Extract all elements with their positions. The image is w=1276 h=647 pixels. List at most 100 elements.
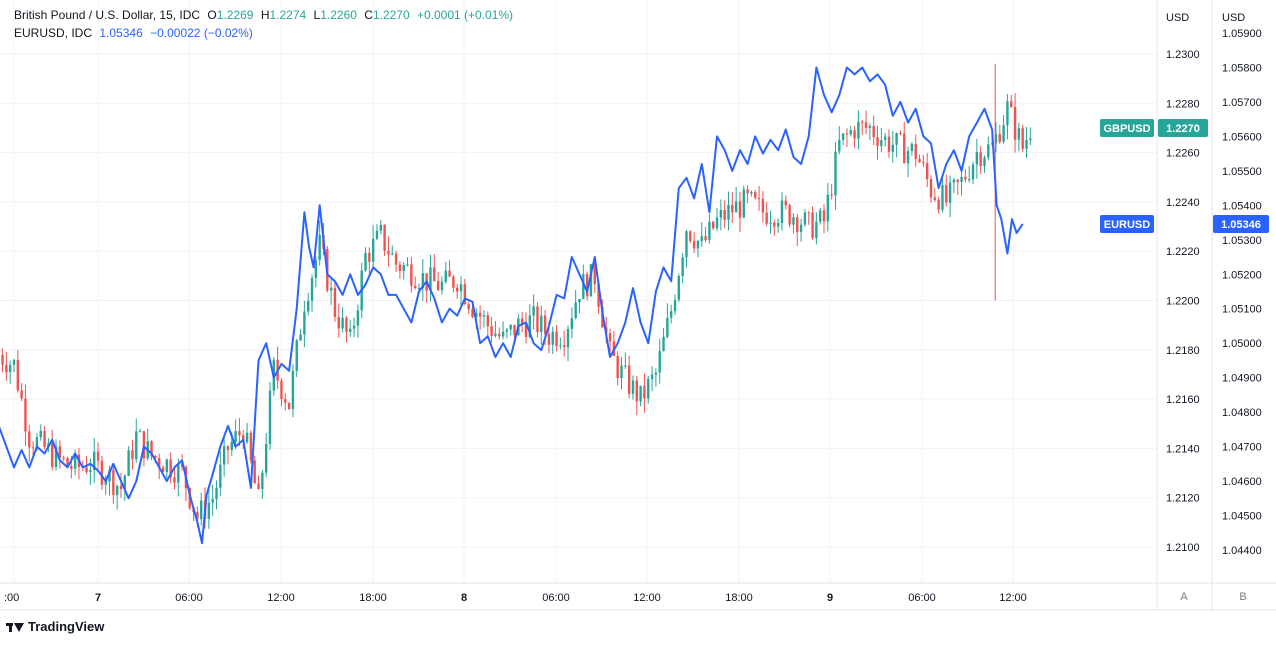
time-axis-tick-label: 7 (95, 592, 101, 604)
right-axis-tick-label: 1.05900 (1222, 28, 1262, 40)
candle-body (841, 133, 845, 140)
candle-body (738, 201, 742, 218)
candle-body (700, 236, 703, 242)
candle-body (543, 315, 547, 334)
candle-body (838, 139, 841, 152)
candle-body (482, 315, 486, 317)
candle-body (830, 194, 833, 196)
main-symbol-title[interactable]: British Pound / U.S. Dollar, 15, IDC (14, 8, 201, 22)
candle-body (769, 222, 772, 224)
candle-body (662, 336, 665, 352)
compare-series-legend[interactable]: EURUSD, IDC 1.05346 −0.00022 (−0.02%) (14, 26, 257, 40)
candle-body (964, 176, 967, 180)
candle-body (754, 191, 757, 198)
candle-body (1010, 101, 1013, 107)
candle-body (922, 162, 925, 164)
candle-body (501, 331, 505, 337)
candle-body (708, 221, 711, 241)
candle-body (398, 264, 402, 272)
auto-scale-button[interactable]: A (1180, 591, 1188, 603)
candle-body (494, 333, 497, 337)
candle-body (1, 355, 4, 365)
candle-body (66, 458, 69, 466)
candle-body (937, 199, 940, 210)
candle-body (364, 252, 367, 271)
candle-body (593, 264, 596, 284)
time-axis-tick-label: 06:00 (175, 592, 203, 604)
candle-body (903, 133, 906, 164)
candle-body (177, 463, 180, 483)
left-axis-tick-label: 1.2300 (1166, 49, 1200, 61)
candle-body (971, 164, 975, 180)
compare-change: −0.00022 (−0.02%) (150, 26, 253, 40)
right-axis-tick-label: 1.04500 (1222, 511, 1262, 523)
candle-body (169, 459, 172, 478)
candle-body (872, 125, 875, 138)
candle-body (536, 306, 539, 332)
candle-body (570, 318, 574, 329)
candle-body (551, 331, 554, 345)
candle-body (620, 365, 623, 378)
candle-body (899, 133, 902, 135)
candle-body (375, 230, 379, 239)
compare-symbol-title[interactable]: EURUSD, IDC (14, 26, 93, 40)
time-axis-tick-label: :00 (4, 592, 19, 604)
candle-body (31, 447, 35, 449)
candle-body (16, 359, 20, 391)
candle-body (268, 390, 272, 444)
candle-body (627, 365, 631, 394)
candle-body (150, 441, 153, 456)
candle-body (299, 334, 302, 341)
candle-body (20, 390, 23, 399)
right-axis-tick-label: 1.04900 (1222, 373, 1262, 385)
candle-body (666, 317, 669, 337)
candle-body (24, 398, 27, 432)
candle-body (1006, 101, 1009, 126)
candle-body (35, 437, 39, 449)
candle-body (1021, 128, 1024, 149)
candle-body (161, 467, 165, 473)
right-scale-button[interactable]: B (1239, 591, 1247, 603)
candle-body (559, 345, 562, 347)
candle-body (589, 264, 593, 297)
candle-body (864, 122, 868, 128)
candle-body (643, 385, 646, 399)
main-series-legend[interactable]: British Pound / U.S. Dollar, 15, IDC O1.… (14, 8, 517, 22)
eurusd-series-line (0, 66, 1024, 545)
candle-body (345, 317, 348, 332)
candle-body (307, 300, 310, 312)
candle-body (975, 152, 979, 165)
candle-body (998, 134, 1001, 142)
candle-body (402, 265, 405, 272)
left-axis-tick-label: 1.2200 (1166, 296, 1200, 308)
candle-body (742, 189, 745, 218)
candle-body (815, 221, 818, 239)
candle-body (765, 212, 768, 224)
right-axis-tick-label: 1.05800 (1222, 62, 1262, 74)
candle-body (291, 371, 295, 410)
candle-body (257, 483, 260, 490)
eurusd-price-axis: 1.05900 1.05800 1.05700 1.05600 1.05500 1.054… (1222, 28, 1262, 557)
time-axis: :00 7 06:00 12:00 18:00 8 06:00 12:00 18:00 9 06:0… (4, 592, 1027, 604)
candle-body (249, 432, 253, 461)
candle-body (127, 450, 130, 476)
right-axis-tick-label: 1.04800 (1222, 407, 1262, 419)
candle-body (230, 441, 233, 451)
candle-body (410, 264, 413, 286)
candle-body (941, 185, 944, 210)
candle-body (5, 364, 8, 373)
tradingview-brand[interactable]: TradingView (6, 619, 104, 634)
candle-body (818, 210, 822, 222)
candle-body (704, 236, 707, 241)
candle-body (582, 274, 585, 300)
candle-body (310, 277, 314, 301)
candle-body (822, 210, 826, 222)
candle-body (834, 151, 837, 196)
candle-body (383, 224, 386, 251)
right-axis-tick-label: 1.05300 (1222, 235, 1262, 247)
candle-body (406, 264, 409, 266)
candle-body (799, 224, 803, 232)
candle-body (681, 257, 684, 277)
candle-body (467, 304, 470, 310)
